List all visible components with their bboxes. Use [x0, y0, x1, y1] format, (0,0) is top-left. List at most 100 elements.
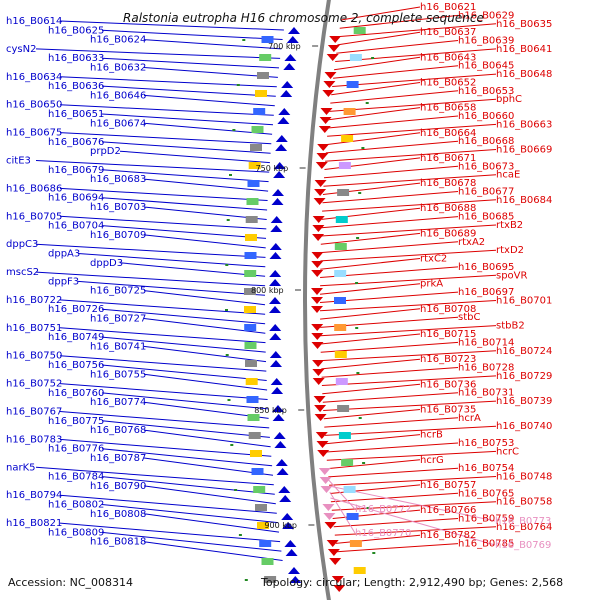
- gene-label[interactable]: h16_B0695: [458, 262, 514, 273]
- gene-label[interactable]: rtxA2: [458, 237, 485, 248]
- gene-label[interactable]: h16_B0748: [496, 472, 552, 483]
- gene-label[interactable]: h16_B0709: [90, 230, 146, 241]
- gene-label[interactable]: h16_B0774: [90, 397, 146, 408]
- gene-label[interactable]: h16_B0736: [420, 379, 476, 390]
- gene-label[interactable]: h16_B0621: [420, 2, 476, 13]
- gene-label[interactable]: h16_B0741: [90, 341, 146, 352]
- gene-label[interactable]: h16_B0683: [90, 174, 146, 185]
- gene-label[interactable]: h16_B0677: [458, 187, 514, 198]
- gene-label[interactable]: h16_B0765: [458, 488, 514, 499]
- gene-label[interactable]: h16_B0776: [48, 444, 104, 455]
- gene-label[interactable]: h16_B0787: [90, 453, 146, 464]
- gene-label[interactable]: h16_B0759: [458, 514, 514, 525]
- gene-label[interactable]: h16_B0754: [458, 463, 514, 474]
- gene-label[interactable]: h16_B0760: [48, 388, 104, 399]
- gene-label[interactable]: hcrA: [458, 413, 481, 424]
- gene-label[interactable]: h16_B0750: [6, 351, 62, 362]
- gene-label[interactable]: h16_B0678: [420, 178, 476, 189]
- gene-label[interactable]: h16_B0701: [496, 296, 552, 307]
- gene-label[interactable]: h16_B0629: [458, 10, 514, 21]
- gene-label[interactable]: h16_B0676: [48, 137, 104, 148]
- gene-label[interactable]: dppF3: [48, 276, 79, 287]
- gene-label[interactable]: h16_B0729: [496, 371, 552, 382]
- gene-label[interactable]: h16_B0625: [48, 25, 104, 36]
- gene-label[interactable]: h16_B0671: [420, 153, 476, 164]
- gene-label[interactable]: h16_B0802: [48, 500, 104, 511]
- gene-label[interactable]: hcrG: [420, 455, 444, 466]
- gene-label[interactable]: h16_B0637: [420, 27, 476, 38]
- gene-label[interactable]: h16_B0673: [458, 161, 514, 172]
- gene-label[interactable]: h16_B0757: [420, 480, 476, 491]
- gene-label[interactable]: hcrC: [496, 446, 519, 457]
- gene-label[interactable]: h16_B0728: [458, 363, 514, 374]
- gene-label[interactable]: rtxB2: [496, 220, 523, 231]
- gene-label[interactable]: h16_B0782: [420, 530, 476, 541]
- gene-label[interactable]: h16_B0685: [458, 212, 514, 223]
- gene-label[interactable]: h16_B0639: [458, 36, 514, 47]
- gene-label[interactable]: h16_B0669: [496, 145, 552, 156]
- gene-label[interactable]: h16_B0648: [496, 69, 552, 80]
- gene-label[interactable]: h16_B0652: [420, 78, 476, 89]
- gene-label[interactable]: h16_B0821: [6, 518, 62, 529]
- gene-label[interactable]: h16_B0651: [48, 109, 104, 120]
- gene-label[interactable]: h16_B0705: [6, 211, 62, 222]
- gene-label[interactable]: h16_B0725: [90, 286, 146, 297]
- gene-label[interactable]: h16_B0688: [420, 203, 476, 214]
- gene-label[interactable]: h16_B0714: [458, 337, 514, 348]
- gene-label[interactable]: h16_B0703: [90, 202, 146, 213]
- gene-label[interactable]: h16_B0715: [420, 329, 476, 340]
- rna-gene-label[interactable]: h16_B0773: [495, 516, 551, 527]
- gene-label[interactable]: h16_B0752: [6, 379, 62, 390]
- gene-label[interactable]: h16_B0753: [458, 438, 514, 449]
- gene-label[interactable]: h16_B0697: [458, 287, 514, 298]
- gene-label[interactable]: h16_B0684: [496, 195, 552, 206]
- gene-label[interactable]: prpD2: [90, 146, 121, 157]
- gene-label[interactable]: h16_B0646: [90, 90, 146, 101]
- gene-label[interactable]: h16_B0756: [48, 360, 104, 371]
- gene-label[interactable]: h16_B0749: [48, 332, 104, 343]
- gene-label[interactable]: h16_B0650: [6, 100, 62, 111]
- gene-label[interactable]: h16_B0723: [420, 354, 476, 365]
- gene-label[interactable]: h16_B0641: [496, 44, 552, 55]
- gene-label[interactable]: h16_B0722: [6, 295, 62, 306]
- gene-label[interactable]: h16_B0634: [6, 72, 62, 83]
- gene-label[interactable]: spoVR: [496, 270, 528, 281]
- gene-label[interactable]: mscS2: [6, 267, 39, 278]
- rna-gene-label[interactable]: h16_B0769: [495, 540, 551, 551]
- gene-label[interactable]: stbC: [458, 312, 480, 323]
- gene-label[interactable]: h16_B0643: [420, 52, 476, 63]
- gene-label[interactable]: h16_B0818: [90, 537, 146, 548]
- gene-label[interactable]: dppA3: [48, 249, 80, 260]
- gene-label[interactable]: h16_B0727: [90, 314, 146, 325]
- gene-label[interactable]: h16_B0751: [6, 323, 62, 334]
- gene-label[interactable]: h16_B0724: [496, 346, 552, 357]
- gene-label[interactable]: h16_B0767: [6, 407, 62, 418]
- gene-label[interactable]: h16_B0790: [90, 481, 146, 492]
- gene-label[interactable]: h16_B0645: [458, 61, 514, 72]
- gene-label[interactable]: h16_B0739: [496, 396, 552, 407]
- gene-label[interactable]: h16_B0624: [90, 35, 146, 46]
- gene-label[interactable]: h16_B0758: [496, 497, 552, 508]
- gene-label[interactable]: h16_B0679: [48, 165, 104, 176]
- gene-label[interactable]: dppC3: [6, 239, 38, 250]
- gene-label[interactable]: h16_B0632: [90, 63, 146, 74]
- gene-label[interactable]: h16_B0784: [48, 472, 104, 483]
- gene-label[interactable]: h16_B0766: [420, 505, 476, 516]
- gene-label[interactable]: prkA: [420, 279, 443, 290]
- gene-label[interactable]: dppD3: [90, 258, 123, 269]
- gene-label[interactable]: h16_B0731: [458, 388, 514, 399]
- gene-label[interactable]: h16_B0704: [48, 221, 104, 232]
- gene-label[interactable]: h16_B0660: [458, 111, 514, 122]
- gene-label[interactable]: bphC: [496, 94, 522, 105]
- gene-label[interactable]: h16_B0726: [48, 304, 104, 315]
- gene-label[interactable]: hcrB: [420, 430, 443, 441]
- gene-label[interactable]: h16_B0675: [6, 128, 62, 139]
- rna-gene-label[interactable]: h16_B0772: [355, 504, 411, 515]
- gene-label[interactable]: h16_B0653: [458, 86, 514, 97]
- gene-label[interactable]: h16_B0636: [48, 81, 104, 92]
- gene-label[interactable]: h16_B0635: [496, 19, 552, 30]
- gene-label[interactable]: h16_B0775: [48, 416, 104, 427]
- gene-label[interactable]: h16_B0794: [6, 490, 62, 501]
- gene-label[interactable]: rtxC2: [420, 254, 447, 265]
- gene-label[interactable]: h16_B0694: [48, 193, 104, 204]
